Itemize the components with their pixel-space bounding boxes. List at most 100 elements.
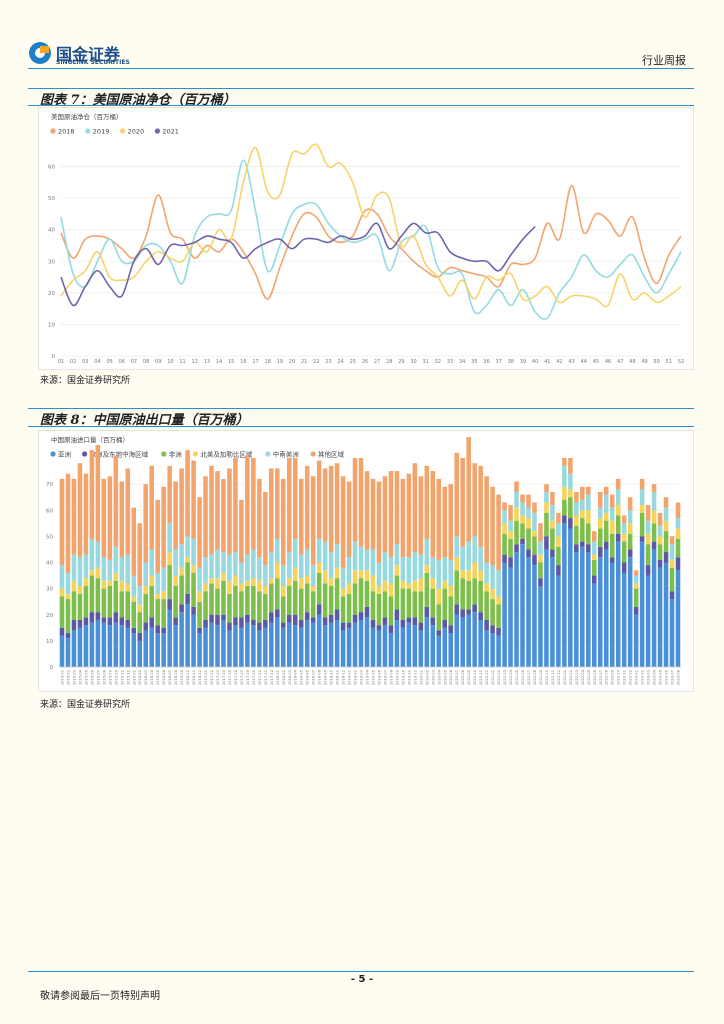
bar-segment bbox=[119, 625, 125, 667]
bar-segment bbox=[113, 580, 119, 613]
bar-segment bbox=[304, 619, 310, 667]
bar-segment bbox=[173, 481, 178, 550]
bar-segment bbox=[209, 465, 214, 555]
x-tick-label: 2020-06 bbox=[449, 669, 453, 685]
x-tick-label: 2017-07 bbox=[240, 670, 244, 685]
bar-segment bbox=[615, 533, 621, 542]
bar-segment bbox=[621, 533, 627, 542]
bar-segment bbox=[514, 507, 519, 521]
bar-segment bbox=[119, 580, 125, 592]
x-tick-label: 2017-10 bbox=[258, 669, 262, 685]
bar-segment bbox=[418, 578, 424, 592]
bar-segment bbox=[651, 491, 657, 511]
x-tick-label: 14 bbox=[216, 359, 222, 365]
x-tick-label: 2022-12 bbox=[629, 670, 633, 685]
bar-segment bbox=[233, 625, 238, 667]
x-tick-label: 2016-04 bbox=[150, 669, 154, 685]
bar-segment bbox=[502, 554, 507, 563]
x-tick-label: 18 bbox=[264, 359, 270, 365]
bar-segment bbox=[621, 562, 627, 573]
x-tick-label: 2019-04 bbox=[366, 669, 370, 685]
x-tick-label: 2023-04 bbox=[653, 669, 657, 685]
bar-segment bbox=[532, 531, 537, 537]
bar-segment bbox=[454, 570, 459, 605]
bar-segment bbox=[490, 565, 495, 589]
bar-segment bbox=[275, 468, 280, 539]
bar-segment bbox=[520, 494, 525, 503]
bar-segment bbox=[615, 505, 621, 516]
bar-segment bbox=[322, 583, 328, 618]
bar-segment bbox=[586, 510, 591, 524]
bar-segment bbox=[143, 484, 148, 563]
x-tick-label: 2015-06 bbox=[90, 669, 94, 685]
bar-segment bbox=[101, 588, 107, 618]
bar-segment bbox=[125, 554, 131, 584]
bar-segment bbox=[556, 512, 561, 524]
bar-segment bbox=[161, 591, 166, 600]
bar-segment bbox=[574, 491, 579, 503]
bar-segment bbox=[592, 554, 597, 560]
bar-segment bbox=[597, 528, 603, 547]
bar-segment bbox=[562, 515, 567, 524]
bar-segment bbox=[568, 473, 573, 490]
chart-title: 中国原油进口量（百万桶） bbox=[51, 435, 129, 444]
line-series bbox=[60, 159, 682, 320]
bar-segment bbox=[191, 538, 196, 566]
bar-segment bbox=[179, 544, 184, 568]
x-tick-label: 2023-01 bbox=[635, 670, 639, 685]
y-tick-label: 60 bbox=[48, 165, 55, 171]
bar-segment bbox=[286, 622, 292, 667]
bar-segment bbox=[586, 544, 591, 553]
bar-segment bbox=[669, 599, 675, 667]
bar-segment bbox=[597, 518, 603, 529]
bar-segment bbox=[603, 512, 609, 521]
x-tick-label: 2015-08 bbox=[102, 669, 106, 685]
x-tick-label: 2023-08 bbox=[677, 669, 681, 685]
bar-segment bbox=[627, 557, 633, 667]
bar-segment bbox=[59, 635, 65, 667]
bar-segment bbox=[430, 588, 436, 618]
bar-segment bbox=[358, 612, 364, 620]
x-tick-label: 2020-02 bbox=[425, 670, 429, 685]
bar-segment bbox=[155, 499, 160, 573]
bar-segment bbox=[394, 619, 400, 667]
bar-segment bbox=[298, 627, 304, 667]
bar-segment bbox=[83, 625, 89, 667]
bar-segment bbox=[340, 588, 346, 597]
line-series bbox=[60, 222, 536, 307]
bar-segment bbox=[556, 523, 561, 537]
bar-segment bbox=[334, 619, 340, 667]
bar-segment bbox=[478, 612, 483, 620]
x-tick-label: 2021-12 bbox=[557, 670, 561, 685]
bar-segment bbox=[597, 507, 603, 519]
bar-segment bbox=[639, 541, 645, 667]
bar-segment bbox=[406, 557, 412, 584]
bar-segment bbox=[239, 583, 244, 592]
bar-segment bbox=[275, 578, 280, 610]
bar-segment bbox=[281, 622, 286, 628]
bar-segment bbox=[358, 570, 364, 579]
bar-segment bbox=[448, 586, 454, 597]
caption-rule bbox=[28, 408, 694, 409]
bar-segment bbox=[508, 531, 513, 539]
bar-segment bbox=[107, 559, 113, 581]
bar-segment bbox=[227, 630, 232, 667]
bar-segment bbox=[143, 630, 148, 667]
bar-segment bbox=[334, 609, 340, 620]
bar-segment bbox=[430, 578, 436, 589]
bar-segment bbox=[149, 549, 154, 576]
bar-segment bbox=[592, 575, 597, 584]
bar-segment bbox=[269, 622, 274, 667]
bar-segment bbox=[508, 557, 513, 568]
bar-segment bbox=[227, 593, 232, 623]
bar-segment bbox=[484, 583, 489, 592]
bar-segment bbox=[71, 554, 77, 581]
x-tick-label: 13 bbox=[204, 359, 210, 365]
bar-segment bbox=[633, 588, 639, 607]
bar-segment bbox=[77, 586, 83, 594]
bar-segment bbox=[400, 580, 406, 589]
bar-segment bbox=[107, 580, 113, 587]
bar-segment bbox=[328, 586, 334, 615]
bar-segment bbox=[155, 599, 160, 626]
bar-segment bbox=[418, 630, 424, 667]
